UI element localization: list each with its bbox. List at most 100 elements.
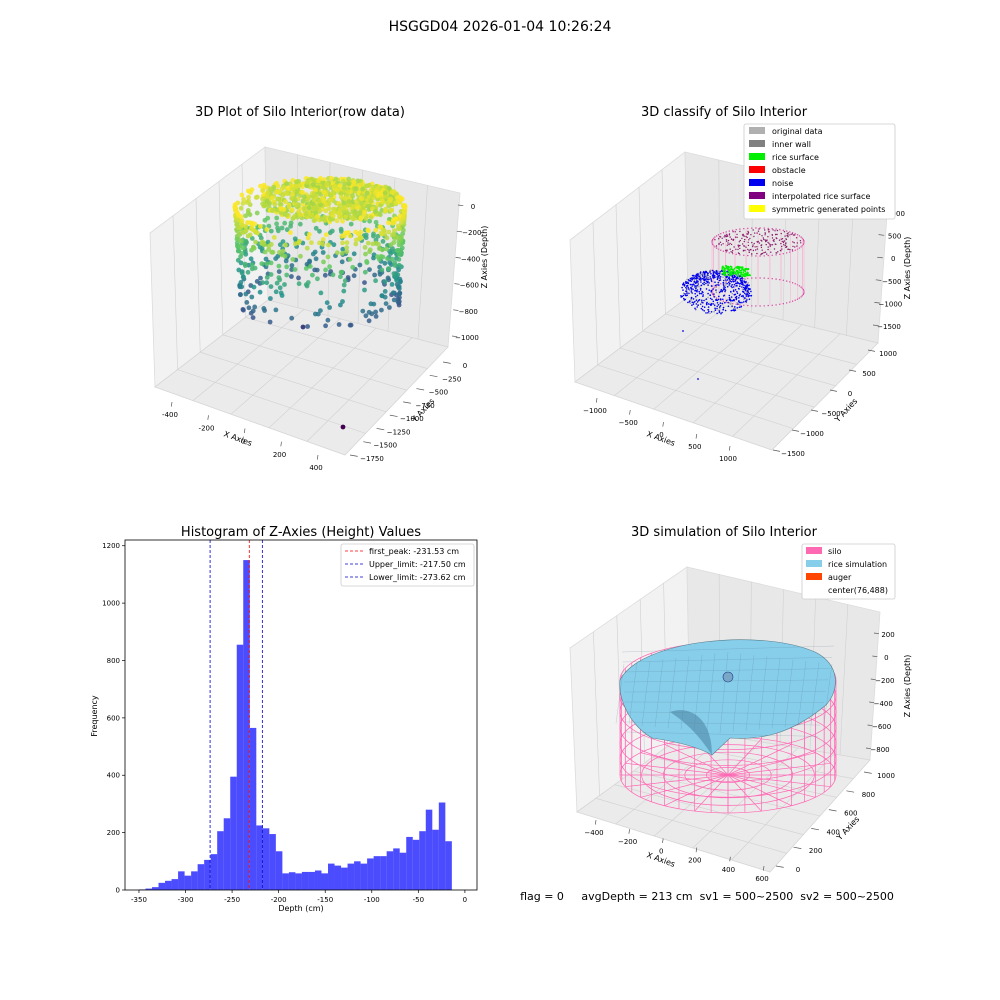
raw-data-point <box>290 186 295 192</box>
rice-point <box>728 274 731 277</box>
raw-data-point <box>317 228 322 234</box>
noise-point <box>710 280 713 283</box>
noise-point <box>743 298 745 301</box>
noise-point <box>722 276 724 279</box>
noise-point <box>697 276 700 279</box>
noise-point <box>724 309 727 312</box>
raw-data-point <box>239 192 245 198</box>
noise-point <box>695 280 698 282</box>
raw-data-point <box>281 207 287 212</box>
raw-data-point <box>376 246 382 251</box>
cls-y-tick-mark <box>848 369 857 372</box>
raw-data-point <box>258 275 263 281</box>
x-tick-label: -350 <box>131 896 147 904</box>
silo-point <box>747 254 749 257</box>
raw-data-point <box>386 229 392 235</box>
raw-data-point <box>352 209 358 215</box>
cls-z-tick-label: −500 <box>882 278 901 286</box>
interpolated-point <box>756 248 759 250</box>
classify-x-ticks: −1000 −500 0 500 1000 <box>583 397 737 463</box>
noise-point <box>708 310 710 313</box>
silo-point <box>771 304 773 306</box>
raw-data-point <box>239 251 245 256</box>
raw-data-point <box>264 227 270 232</box>
raw-z-tick-label: −800 <box>459 308 478 316</box>
interpolated-point <box>758 242 761 244</box>
rice-point <box>732 269 735 272</box>
raw-z-tick-mark <box>456 230 463 233</box>
silo-point <box>715 297 718 299</box>
interpolated-point <box>736 236 738 238</box>
noise-point <box>682 292 685 295</box>
rice-point <box>745 274 748 277</box>
raw-data-point <box>279 225 285 231</box>
raw-data-point <box>240 201 246 206</box>
noise-point <box>690 289 693 291</box>
raw-data-point <box>277 277 283 283</box>
silo-point <box>782 303 784 305</box>
interpolated-point <box>732 250 734 252</box>
raw-data-point <box>232 205 238 211</box>
noise-point <box>699 287 702 290</box>
interpolated-point <box>780 232 782 235</box>
interpolated-point <box>763 251 765 254</box>
rice-point <box>725 266 728 269</box>
raw-data-point <box>306 232 312 237</box>
histogram-bar <box>386 851 394 890</box>
noise-point <box>712 300 715 303</box>
interpolated-point <box>729 236 731 238</box>
interpolated-point <box>769 244 771 246</box>
raw-data-point <box>270 195 275 201</box>
silo-point <box>803 240 805 242</box>
raw-data-point <box>300 198 306 204</box>
simulation-3d-panel: 3D simulation of Silo Interior −400 −200 0… <box>569 525 912 883</box>
rice-point <box>727 270 730 272</box>
raw-data-point <box>290 257 296 262</box>
raw-data-point <box>357 262 363 268</box>
noise-point <box>718 276 720 278</box>
histogram-bar <box>314 870 322 890</box>
raw-y-tick-mark <box>442 361 451 364</box>
silo-point <box>798 297 801 299</box>
raw-data-point <box>260 196 265 202</box>
silo-point <box>735 229 737 231</box>
raw-data-point <box>318 290 324 296</box>
raw-data-point <box>370 241 376 247</box>
noise-point <box>717 298 720 301</box>
noise-point <box>713 311 715 313</box>
simulation-legend: silo rice simulation auger center(76,488) <box>801 543 896 600</box>
raw-data-point <box>373 309 378 315</box>
interpolated-point <box>730 243 733 246</box>
noise-point <box>732 290 735 293</box>
raw-data-point <box>267 319 273 325</box>
mesh-line <box>797 660 807 726</box>
raw-data-point <box>313 187 318 193</box>
noise-point <box>695 282 697 284</box>
raw-data-point <box>273 307 279 313</box>
histogram-bar <box>230 776 237 890</box>
mesh-line <box>771 657 781 729</box>
status-line: flag = 0 avgDepth = 213 cm sv1 = 500~250… <box>520 890 894 903</box>
raw-data-point <box>318 308 323 313</box>
raw-data-point <box>344 245 350 251</box>
interpolated-point <box>742 249 745 252</box>
mesh-line <box>680 656 690 730</box>
cls-x-tick-label: −500 <box>619 419 638 427</box>
noise-point <box>728 281 730 284</box>
rice-point <box>737 265 740 268</box>
mesh-line <box>784 659 794 728</box>
raw-data-point <box>338 302 343 308</box>
interpolated-point <box>737 246 740 248</box>
noise-point <box>703 279 705 281</box>
noise-point <box>695 295 697 298</box>
raw-data-point <box>321 189 327 195</box>
raw-data-point <box>340 246 346 252</box>
raw-data-point <box>351 179 357 185</box>
interpolated-point <box>771 237 774 239</box>
raw-data-point <box>362 269 368 275</box>
interpolated-point <box>729 242 731 245</box>
legend-label: inner wall <box>772 140 811 149</box>
interpolated-point <box>744 238 746 241</box>
raw-data-point <box>398 218 404 223</box>
raw-data-point <box>320 195 325 201</box>
